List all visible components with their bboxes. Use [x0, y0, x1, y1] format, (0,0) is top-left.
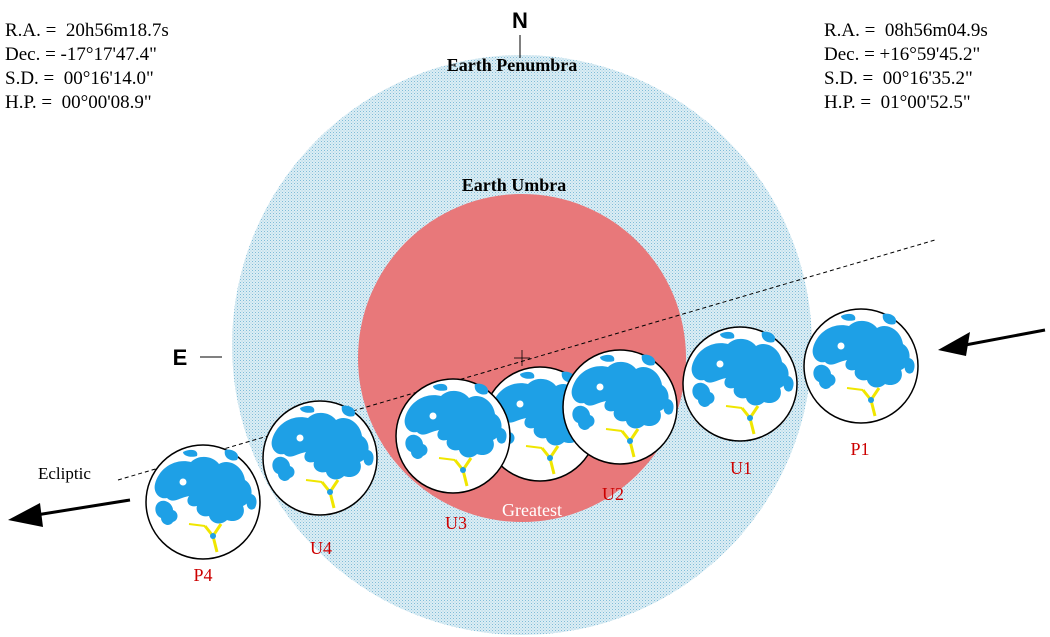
moon-dec: Dec. = +16°59'45.2" — [824, 44, 980, 65]
moon-u1 — [681, 325, 799, 443]
label-u3: U3 — [445, 513, 467, 533]
penumbra-label: Earth Penumbra — [447, 55, 578, 75]
north-label: N — [512, 8, 528, 33]
moon-u2 — [561, 348, 679, 466]
moon-hp: H.P. = 01°00'52.5" — [824, 92, 971, 113]
sun-hp: H.P. = 00°00'08.9" — [5, 92, 152, 113]
moon-ra: R.A. = 08h56m04.9s — [824, 20, 988, 41]
sun-ra: R.A. = 20h56m18.7s — [5, 20, 169, 41]
moon-sd: S.D. = 00°16'35.2" — [824, 68, 973, 89]
moon-p1 — [802, 307, 920, 425]
label-p4: P4 — [193, 565, 212, 585]
label-p1: P1 — [850, 439, 869, 459]
umbra-label: Earth Umbra — [462, 175, 567, 195]
moon-p4 — [144, 443, 262, 561]
sun-dec: Dec. = -17°17'47.4" — [5, 44, 157, 65]
label-u1: U1 — [730, 458, 752, 478]
sun-sd: S.D. = 00°16'14.0" — [5, 68, 154, 89]
moon-u4 — [261, 399, 379, 517]
arrow-icon-outgoing — [8, 498, 131, 527]
label-u4: U4 — [310, 538, 332, 558]
label-greatest: Greatest — [502, 500, 562, 520]
arrow-icon-incoming — [938, 328, 1046, 356]
label-u2: U2 — [602, 484, 624, 504]
moon-u3 — [394, 377, 512, 495]
ecliptic-label: Ecliptic — [38, 464, 91, 483]
east-label: E — [173, 345, 188, 370]
ecliptic-line — [117, 239, 936, 481]
